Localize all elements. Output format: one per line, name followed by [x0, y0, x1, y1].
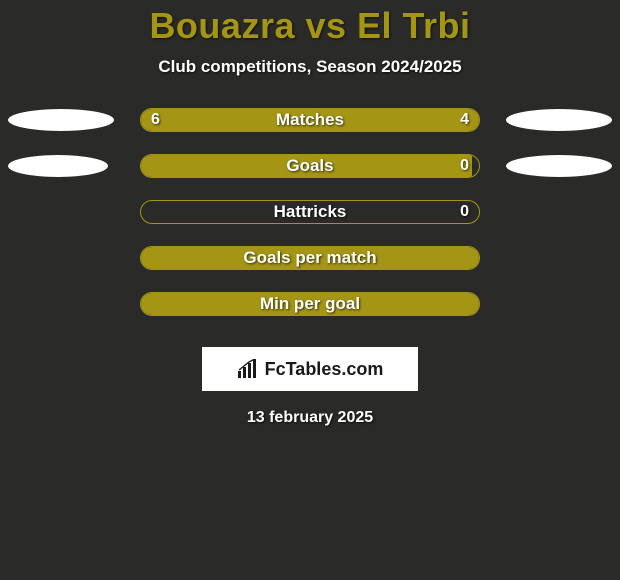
stat-row: 0Goals [0, 151, 620, 181]
stats-region: 64Matches 0Goals 0Hattricks Goals per match… [0, 105, 620, 319]
player-left-marker [8, 155, 108, 177]
bar-chart-icon [237, 359, 259, 379]
stat-bar: Min per goal [140, 292, 480, 316]
brand-badge: FcTables.com [202, 347, 418, 391]
stat-bar: Goals per match [140, 246, 480, 270]
page-title: Bouazra vs El Trbi [0, 5, 620, 47]
stat-row: Goals per match [0, 243, 620, 273]
player-left-marker [8, 109, 114, 131]
stat-label: Matches [141, 110, 479, 130]
brand-text: FcTables.com [265, 359, 384, 380]
player-right-marker [506, 155, 612, 177]
stat-label: Hattricks [141, 202, 479, 222]
page-subtitle: Club competitions, Season 2024/2025 [0, 57, 620, 77]
stat-row: Min per goal [0, 289, 620, 319]
stat-label: Min per goal [141, 294, 479, 314]
stat-row: 0Hattricks [0, 197, 620, 227]
player-right-marker [506, 109, 612, 131]
stat-label: Goals [141, 156, 479, 176]
stat-row: 64Matches [0, 105, 620, 135]
stat-bar: 64Matches [140, 108, 480, 132]
comparison-card: Bouazra vs El Trbi Club competitions, Se… [0, 0, 620, 580]
stat-label: Goals per match [141, 248, 479, 268]
footer-date: 13 february 2025 [0, 409, 620, 427]
stat-bar: 0Goals [140, 154, 480, 178]
stat-bar: 0Hattricks [140, 200, 480, 224]
